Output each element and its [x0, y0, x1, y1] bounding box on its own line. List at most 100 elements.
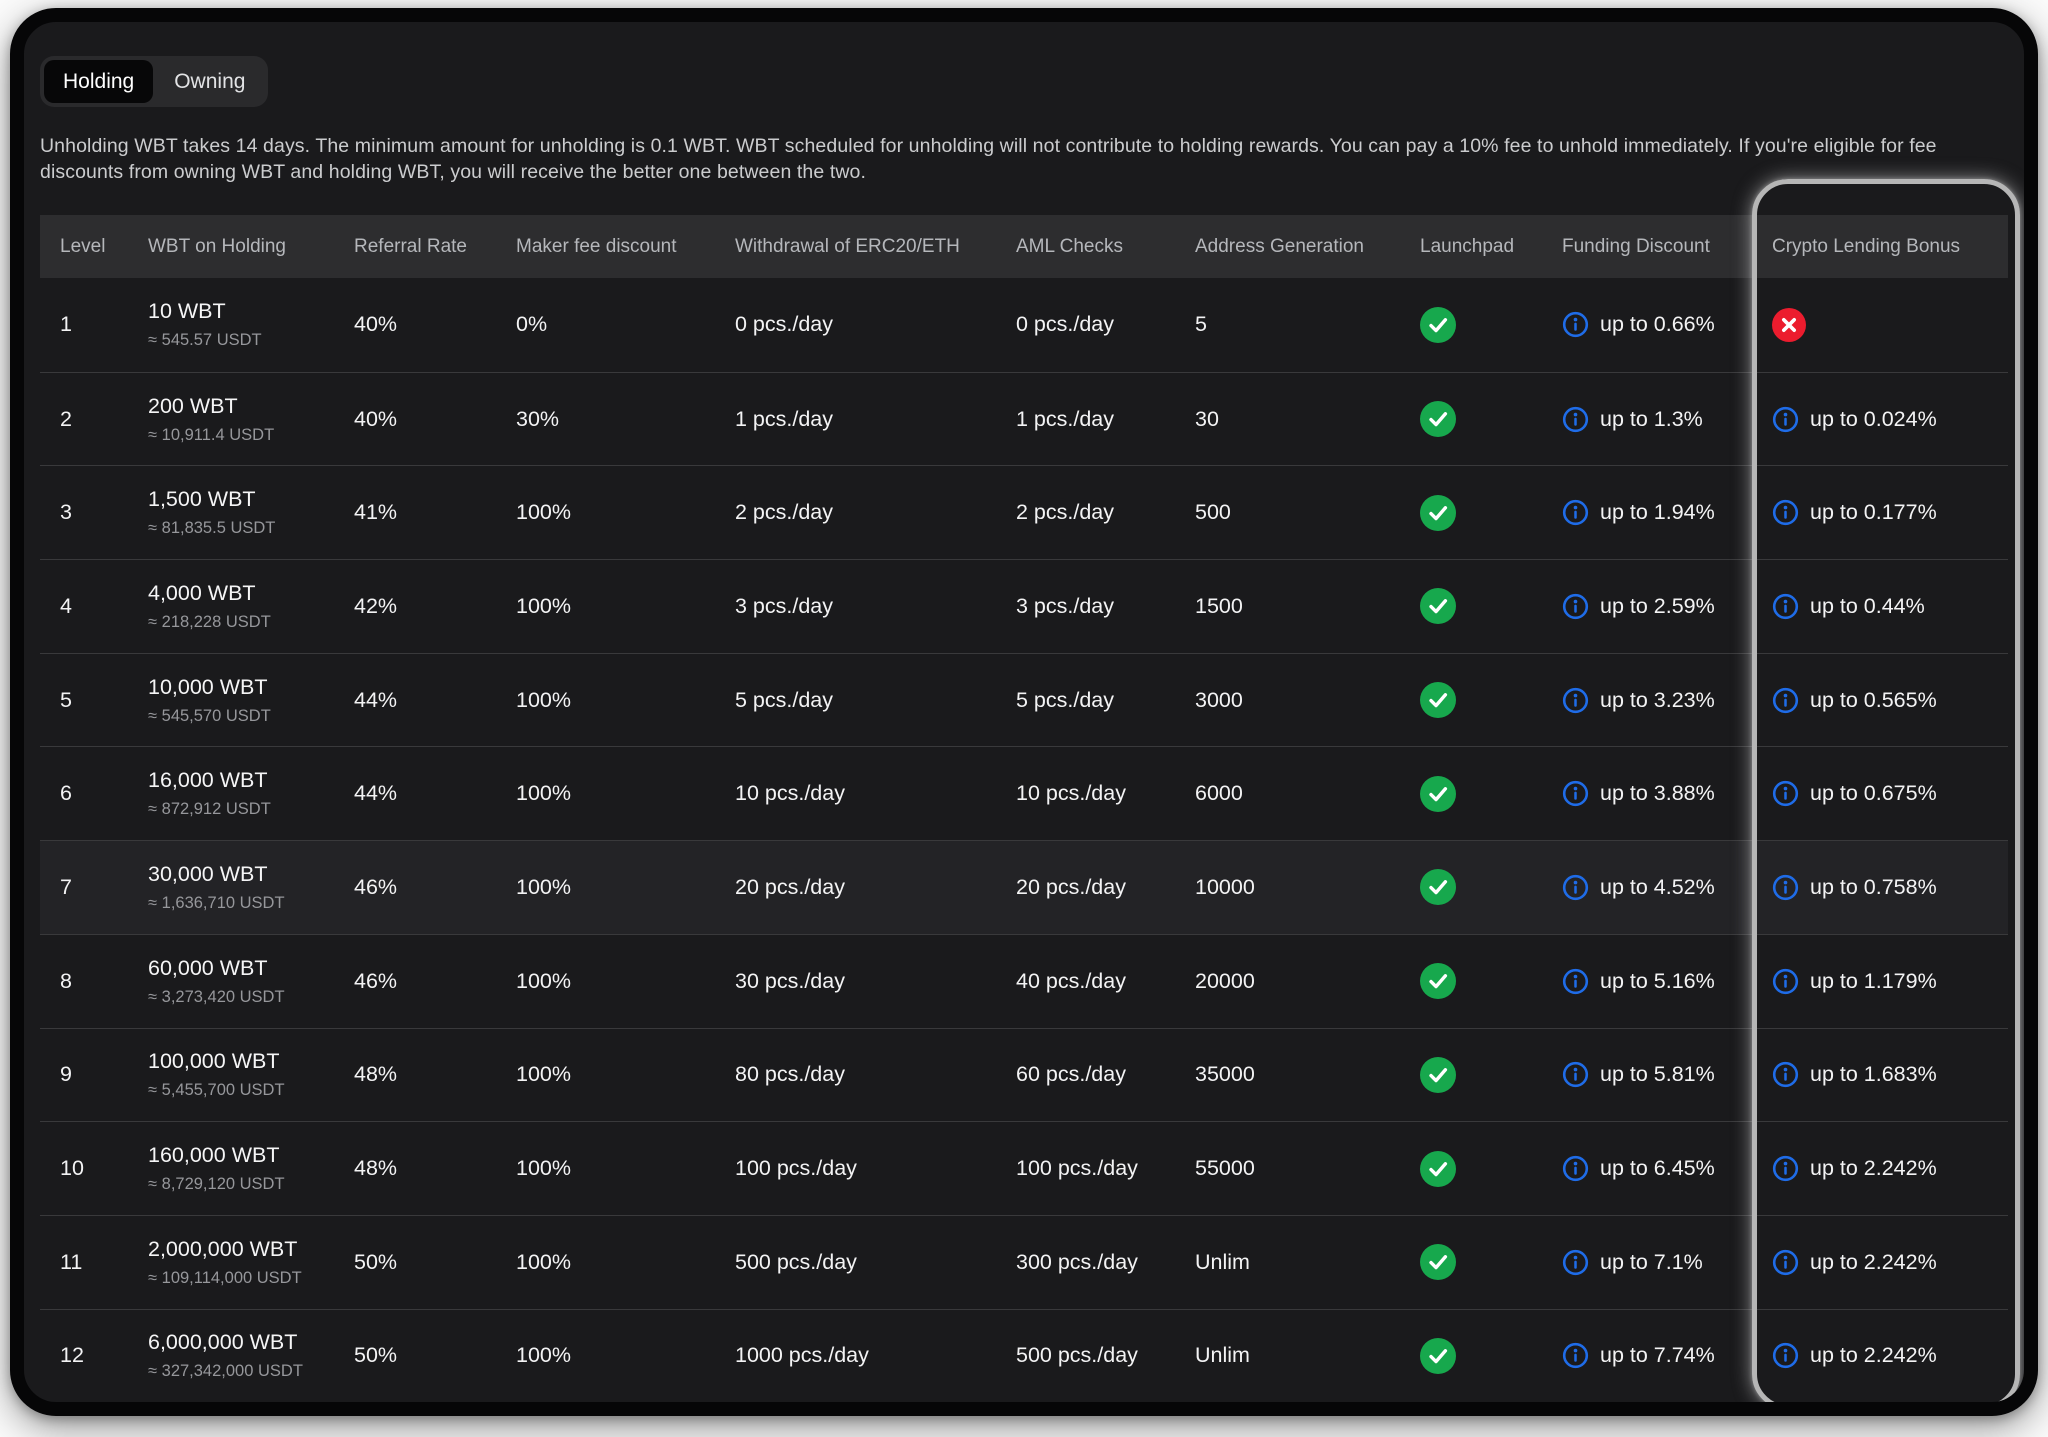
referral-rate-cell: 40%	[354, 312, 398, 337]
column-header: Crypto Lending Bonus	[1772, 235, 1961, 257]
crypto-lending-cell: up to 1.683%	[1752, 1029, 2008, 1122]
referral-rate-cell: 41%	[354, 500, 398, 525]
info-icon[interactable]	[1562, 687, 1589, 714]
check-circle-icon	[1420, 401, 1456, 438]
info-icon[interactable]	[1562, 311, 1589, 338]
info-icon[interactable]	[1772, 1155, 1799, 1182]
info-icon[interactable]	[1562, 1061, 1589, 1088]
info-icon[interactable]	[1562, 1249, 1589, 1276]
table-row[interactable]: 3 1,500 WBT ≈ 81,835.5 USDT 41% 100% 2 p…	[40, 465, 2008, 559]
check-circle-icon	[1420, 682, 1456, 719]
usdt-equivalent: ≈ 81,835.5 USDT	[148, 519, 276, 538]
table-row[interactable]: 2 200 WBT ≈ 10,911.4 USDT 40% 30% 1 pcs.…	[40, 371, 2008, 466]
lending-bonus-value: up to 1.683%	[1810, 1062, 1937, 1087]
lending-info: up to 0.024%	[1772, 406, 1937, 433]
table-row[interactable]: 7 30,000 WBT ≈ 1,636,710 USDT 46% 100% 2…	[40, 840, 2008, 934]
info-icon[interactable]	[1772, 968, 1799, 995]
funding-discount-cell: up to 5.16%	[1542, 935, 1752, 1028]
table-row[interactable]: 4 4,000 WBT ≈ 218,228 USDT 42% 100% 3 pc…	[40, 559, 2008, 653]
column-header: Maker fee discount	[516, 235, 677, 257]
wbt-amount: 6,000,000 WBT	[148, 1330, 298, 1355]
check-circle-icon	[1420, 963, 1456, 1000]
usdt-equivalent: ≈ 545.57 USDT	[148, 331, 262, 350]
check-circle-icon	[1420, 775, 1456, 812]
table-row[interactable]: 5 10,000 WBT ≈ 545,570 USDT 44% 100% 5 p…	[40, 652, 2008, 747]
funding-discount-cell: up to 3.23%	[1542, 654, 1752, 747]
lending-info: up to 1.683%	[1772, 1061, 1937, 1088]
table-row[interactable]: 1 10 WBT ≈ 545.57 USDT 40% 0% 0 pcs./day…	[40, 278, 2008, 372]
lending-info: up to 0.177%	[1772, 499, 1937, 526]
wbt-amount: 60,000 WBT	[148, 955, 268, 980]
funding-discount-value: up to 3.88%	[1600, 781, 1715, 806]
aml-checks-cell: 500 pcs./day	[1016, 1343, 1138, 1368]
wbt-holding-cell: 100,000 WBT ≈ 5,455,700 USDT	[128, 1029, 334, 1122]
lending-info: up to 2.242%	[1772, 1155, 1937, 1182]
usdt-equivalent: ≈ 8,729,120 USDT	[148, 1175, 285, 1194]
address-generation-cell: 3000	[1195, 687, 1243, 712]
tab-holding[interactable]: Holding	[44, 60, 154, 103]
info-icon[interactable]	[1772, 1249, 1799, 1276]
check-circle-icon	[1420, 1337, 1456, 1374]
table-row[interactable]: 6 16,000 WBT ≈ 872,912 USDT 44% 100% 10 …	[40, 746, 2008, 840]
maker-fee-discount-cell: 100%	[516, 1249, 571, 1274]
info-icon[interactable]	[1562, 499, 1589, 526]
info-icon[interactable]	[1772, 499, 1799, 526]
referral-rate-cell: 44%	[354, 687, 398, 712]
aml-checks-cell: 0 pcs./day	[1016, 312, 1114, 337]
info-icon[interactable]	[1562, 968, 1589, 995]
info-icon[interactable]	[1562, 874, 1589, 901]
info-icon[interactable]	[1772, 687, 1799, 714]
table-row[interactable]: 11 2,000,000 WBT ≈ 109,114,000 USDT 50% …	[40, 1214, 2008, 1309]
referral-rate-cell: 46%	[354, 968, 398, 993]
info-icon[interactable]	[1772, 406, 1799, 433]
funding-discount-cell: up to 4.52%	[1542, 841, 1752, 934]
table-row[interactable]: 9 100,000 WBT ≈ 5,455,700 USDT 48% 100% …	[40, 1027, 2008, 1122]
referral-rate-cell: 42%	[354, 593, 398, 618]
table-row[interactable]: 10 160,000 WBT ≈ 8,729,120 USDT 48% 100%…	[40, 1121, 2008, 1215]
check-circle-icon	[1420, 588, 1456, 625]
funding-discount-value: up to 7.1%	[1600, 1249, 1703, 1274]
info-icon[interactable]	[1772, 1342, 1799, 1369]
table-row[interactable]: 12 6,000,000 WBT ≈ 327,342,000 USDT 50% …	[40, 1308, 2008, 1402]
withdrawal-cell: 500 pcs./day	[735, 1249, 857, 1274]
wbt-holding-cell: 4,000 WBT ≈ 218,228 USDT	[128, 560, 334, 653]
launchpad-cell	[1400, 935, 1542, 1028]
funding-discount-value: up to 3.23%	[1600, 687, 1715, 712]
lending-bonus-value: up to 0.177%	[1810, 500, 1937, 525]
level-cell: 7	[60, 874, 72, 899]
crypto-lending-cell: up to 2.242%	[1752, 1310, 2008, 1402]
info-icon[interactable]	[1562, 780, 1589, 807]
maker-fee-discount-cell: 100%	[516, 1062, 571, 1087]
info-icon[interactable]	[1562, 406, 1589, 433]
tab-owning[interactable]: Owning	[174, 70, 246, 93]
level-cell: 12	[60, 1343, 84, 1368]
funding-discount-value: up to 4.52%	[1600, 874, 1715, 899]
wbt-amount: 160,000 WBT	[148, 1143, 280, 1168]
wbt-holding-cell: 16,000 WBT ≈ 872,912 USDT	[128, 747, 334, 840]
withdrawal-cell: 20 pcs./day	[735, 874, 845, 899]
funding-discount-value: up to 7.74%	[1600, 1343, 1715, 1368]
info-icon[interactable]	[1562, 1155, 1589, 1182]
level-cell: 2	[60, 406, 72, 431]
wbt-holding-cell: 10 WBT ≈ 545.57 USDT	[128, 278, 334, 372]
crypto-lending-cell: up to 0.675%	[1752, 747, 2008, 840]
aml-checks-cell: 10 pcs./day	[1016, 781, 1126, 806]
funding-discount-cell: up to 7.1%	[1542, 1216, 1752, 1309]
info-icon[interactable]	[1772, 1061, 1799, 1088]
info-icon[interactable]	[1772, 780, 1799, 807]
info-icon[interactable]	[1562, 1342, 1589, 1369]
withdrawal-cell: 1 pcs./day	[735, 406, 833, 431]
info-icon[interactable]	[1772, 593, 1799, 620]
address-generation-cell: 5	[1195, 312, 1207, 337]
maker-fee-discount-cell: 100%	[516, 687, 571, 712]
usdt-equivalent: ≈ 5,455,700 USDT	[148, 1081, 285, 1100]
crypto-lending-cell: up to 1.179%	[1752, 935, 2008, 1028]
column-header: Address Generation	[1195, 235, 1364, 257]
info-icon[interactable]	[1772, 874, 1799, 901]
info-icon[interactable]	[1562, 593, 1589, 620]
lending-info: up to 2.242%	[1772, 1249, 1937, 1276]
level-cell: 8	[60, 968, 72, 993]
table-row[interactable]: 8 60,000 WBT ≈ 3,273,420 USDT 46% 100% 3…	[40, 933, 2008, 1028]
wbt-amount: 200 WBT	[148, 393, 238, 418]
funding-discount-value: up to 5.81%	[1600, 1062, 1715, 1087]
